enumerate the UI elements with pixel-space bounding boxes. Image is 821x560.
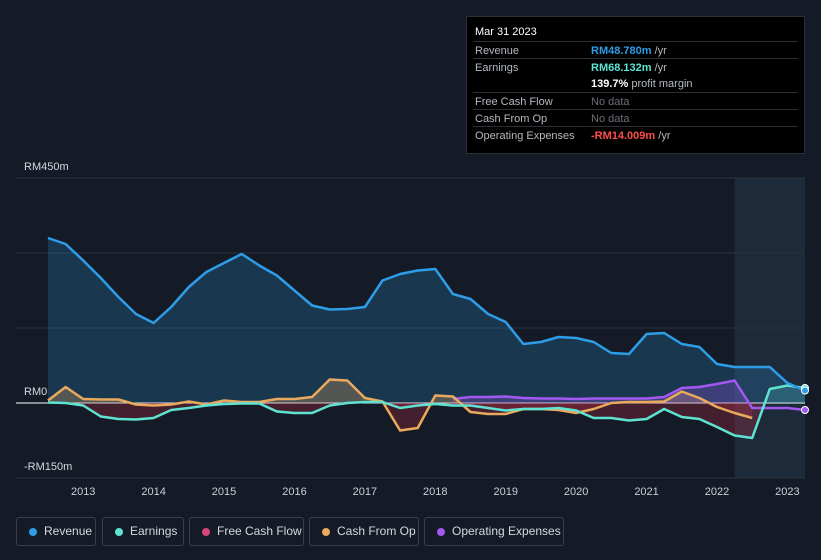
legend-label: Cash From Op — [337, 524, 416, 538]
data-tooltip: Mar 31 2023 Revenue RM48.780m /yr Earnin… — [466, 16, 805, 154]
tooltip-unit: /yr — [655, 130, 671, 142]
tooltip-value: No data — [591, 96, 630, 108]
legend-dot-icon — [437, 528, 445, 536]
legend-label: Earnings — [130, 524, 178, 538]
x-tick-label: 2023 — [775, 486, 799, 498]
x-tick-label: 2019 — [493, 486, 517, 498]
y-tick-labels: RM450m RM0 -RM150m — [24, 161, 72, 473]
tooltip-unit: /yr — [651, 45, 667, 57]
x-tick-label: 2020 — [564, 486, 588, 498]
tooltip-value: No data — [591, 113, 630, 125]
x-tick-label: 2017 — [353, 486, 377, 498]
tooltip-value: RM48.780m — [591, 45, 652, 57]
tooltip-row-cash-from-op: Cash From Op No data — [473, 109, 798, 127]
tooltip-row-operating-expenses: Operating Expenses -RM14.009m /yr — [473, 126, 798, 144]
tooltip-label: Revenue — [475, 45, 520, 57]
legend-dot-icon — [115, 528, 123, 536]
legend-item-operating-expenses[interactable]: Operating Expenses — [424, 517, 564, 546]
tooltip-label: Free Cash Flow — [475, 96, 553, 108]
tooltip-label: Earnings — [475, 62, 519, 74]
legend-item-free-cash-flow[interactable]: Free Cash Flow — [189, 517, 304, 546]
x-tick-label: 2016 — [282, 486, 306, 498]
y-tick-label: -RM150m — [24, 461, 72, 473]
operating-expenses-area — [452, 380, 805, 403]
tooltip-row-earnings: Earnings RM68.132m /yr — [473, 58, 798, 76]
tooltip-value: 139.7% — [591, 78, 629, 90]
operating-expenses-end-marker — [801, 406, 809, 414]
series — [47, 236, 809, 440]
legend-dot-icon — [322, 528, 330, 536]
legend-label: Operating Expenses — [452, 524, 561, 538]
gridlines — [16, 177, 805, 479]
tooltip-label: Cash From Op — [475, 113, 548, 125]
x-tick-label: 2022 — [705, 486, 729, 498]
tooltip-row-margin: 139.7% profit margin — [473, 75, 798, 92]
legend-item-earnings[interactable]: Earnings — [102, 517, 184, 546]
legend-item-revenue[interactable]: Revenue — [16, 517, 96, 546]
legend-label: Revenue — [44, 524, 93, 538]
tooltip-value: -RM14.009m — [591, 130, 656, 142]
x-tick-label: 2013 — [71, 486, 95, 498]
tooltip-unit: /yr — [651, 62, 667, 74]
legend-label: Free Cash Flow — [217, 524, 302, 538]
x-tick-label: 2014 — [141, 486, 165, 498]
legend-item-cash-from-op[interactable]: Cash From Op — [309, 517, 419, 546]
legend-dot-icon — [202, 528, 210, 536]
tooltip-row-free-cash-flow: Free Cash Flow No data — [473, 92, 798, 110]
tooltip-date: Mar 31 2023 — [475, 26, 537, 38]
x-tick-labels: 2013 2014 2015 2016 2017 2018 2019 2020 2021 2022… — [71, 486, 800, 498]
earnings-line — [47, 384, 806, 440]
x-tick-label: 2021 — [634, 486, 658, 498]
revenue-area — [48, 238, 805, 403]
operating-expenses-line — [452, 379, 806, 412]
y-tick-label: RM0 — [24, 386, 47, 398]
x-tick-label: 2015 — [212, 486, 236, 498]
tooltip-unit: profit margin — [628, 78, 693, 90]
revenue-end-marker — [801, 386, 809, 395]
revenue-line — [47, 236, 806, 392]
tooltip-row-revenue: Revenue RM48.780m /yr — [473, 41, 798, 59]
cash-from-op-line — [47, 378, 753, 432]
y-tick-label: RM450m — [24, 161, 69, 173]
legend-dot-icon — [29, 528, 37, 536]
earnings-negative-area — [48, 403, 805, 438]
tooltip-value: RM68.132m — [591, 62, 652, 74]
x-tick-label: 2018 — [423, 486, 447, 498]
tooltip-label: Operating Expenses — [475, 130, 575, 142]
